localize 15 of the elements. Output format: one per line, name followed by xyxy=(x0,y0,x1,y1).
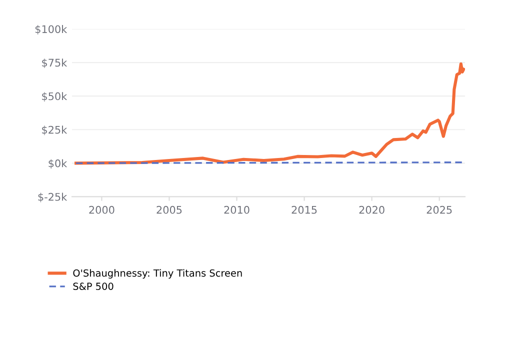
y-tick-label: $-25k xyxy=(38,192,68,202)
y-tick-label: $25k xyxy=(42,126,68,136)
legend-label: O'Shaughnessy: Tiny Titans Screen xyxy=(73,269,242,279)
legend-label: S&P 500 xyxy=(73,282,114,290)
y-tick-label: $50k xyxy=(42,92,68,102)
x-tick-label: 2015 xyxy=(292,206,317,214)
x-tick-label: 2025 xyxy=(426,206,452,214)
y-tick-label: $100k xyxy=(35,25,68,34)
y-tick-label: $75k xyxy=(42,58,68,68)
y-tick-label: $0k xyxy=(48,159,68,169)
x-tick-label: 2020 xyxy=(359,206,384,214)
line-series xyxy=(74,62,465,165)
x-tick-label: 2000 xyxy=(89,206,114,214)
x-tick-label: 2005 xyxy=(156,206,182,214)
x-tick-label: 2010 xyxy=(224,206,250,214)
